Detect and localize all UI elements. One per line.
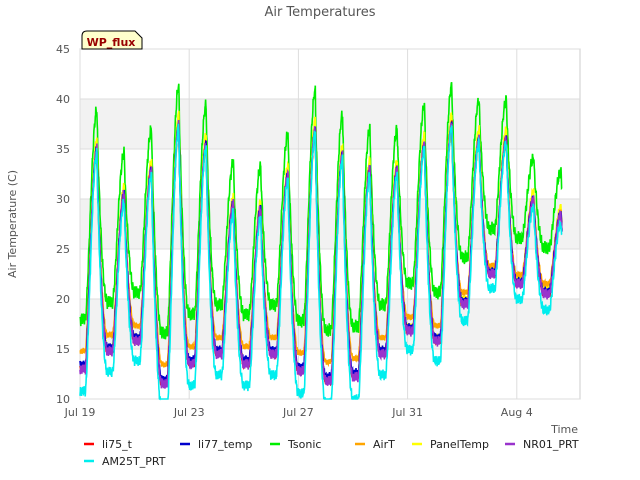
legend-label: AM25T_PRT [102, 455, 166, 468]
series-line-tsonic [79, 81, 563, 340]
x-tick-label: Jul 23 [173, 406, 205, 419]
legend-label: li77_temp [198, 438, 252, 451]
grid-lines [79, 48, 580, 400]
x-tick-label: Aug 4 [501, 406, 533, 419]
site-label-badge: WP_flux [81, 30, 143, 50]
legend-label: Tsonic [287, 438, 321, 451]
site-label-text: WP_flux [87, 36, 136, 49]
legend: li75_t li77_temp Tsonic AirT PanelTemp NR01_P… [84, 438, 579, 468]
data-series [79, 81, 563, 401]
y-tick-label: 10 [56, 393, 70, 406]
y-tick-label: 20 [56, 293, 70, 306]
x-tick-label: Jul 19 [64, 406, 96, 419]
legend-label: PanelTemp [430, 438, 489, 451]
y-tick-label: 45 [56, 43, 70, 56]
y-axis-label: Air Temperature (C) [6, 170, 19, 278]
y-tick-label: 25 [56, 243, 70, 256]
y-tick-label: 40 [56, 93, 70, 106]
background-band [80, 99, 580, 149]
x-tick-label: Jul 31 [391, 406, 423, 419]
chart-title: Air Temperatures [264, 5, 375, 20]
series-line-am25t-prt [79, 123, 563, 401]
y-tick-label: 15 [56, 343, 70, 356]
y-tick-label: 30 [56, 193, 70, 206]
x-axis-label: Time [550, 423, 578, 436]
y-axis-ticks: 10 15 20 25 30 35 40 45 [56, 43, 70, 406]
y-tick-label: 35 [56, 143, 70, 156]
x-axis-ticks: Jul 19 Jul 23 Jul 27 Jul 31 Aug 4 [64, 406, 533, 419]
legend-label: li75_t [102, 438, 133, 451]
legend-label: NR01_PRT [523, 438, 579, 451]
x-tick-label: Jul 27 [282, 406, 314, 419]
legend-label: AirT [373, 438, 395, 451]
